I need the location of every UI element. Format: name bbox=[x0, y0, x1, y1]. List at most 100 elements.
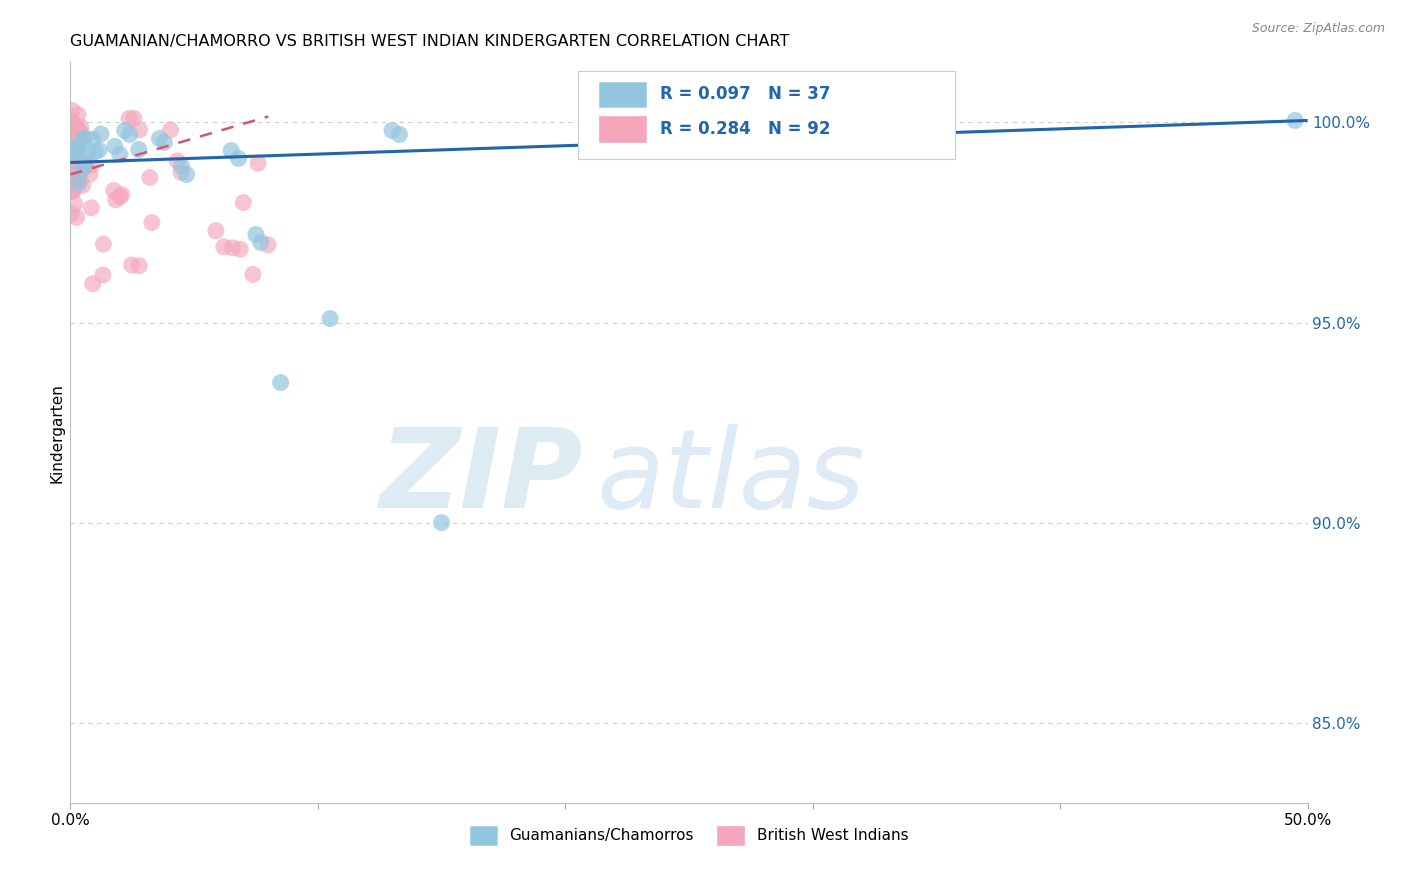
Point bbox=[73, 161, 96, 175]
Point bbox=[65, 171, 87, 186]
Point bbox=[75, 156, 97, 170]
Point bbox=[63, 150, 86, 164]
Point bbox=[79, 167, 101, 181]
Point bbox=[242, 268, 264, 282]
Point bbox=[104, 139, 127, 153]
FancyBboxPatch shape bbox=[599, 117, 645, 142]
Text: atlas: atlas bbox=[596, 424, 865, 531]
Point bbox=[141, 216, 163, 230]
Point bbox=[63, 164, 86, 178]
Point bbox=[62, 132, 84, 146]
Point bbox=[67, 123, 90, 137]
Point bbox=[65, 170, 87, 185]
Point bbox=[65, 120, 87, 135]
Point bbox=[60, 184, 83, 198]
Point bbox=[69, 171, 91, 186]
Point bbox=[205, 224, 228, 238]
Text: R = 0.097   N = 37: R = 0.097 N = 37 bbox=[661, 86, 831, 103]
Point bbox=[148, 131, 170, 145]
Point bbox=[65, 134, 87, 148]
Point bbox=[82, 277, 104, 291]
Point bbox=[62, 148, 84, 162]
Point bbox=[62, 133, 84, 147]
Text: R = 0.284   N = 92: R = 0.284 N = 92 bbox=[661, 120, 831, 138]
Point bbox=[60, 103, 83, 118]
Point bbox=[270, 376, 292, 390]
Point bbox=[63, 147, 86, 161]
Point bbox=[72, 133, 94, 147]
Point bbox=[62, 177, 84, 191]
Point bbox=[108, 147, 131, 161]
Point bbox=[66, 122, 89, 136]
Point bbox=[60, 161, 83, 176]
Point bbox=[65, 162, 87, 177]
Point bbox=[250, 235, 273, 250]
Point bbox=[60, 120, 83, 135]
Point bbox=[62, 136, 84, 150]
Point bbox=[247, 156, 270, 170]
Point bbox=[65, 163, 87, 178]
Point bbox=[60, 153, 83, 168]
Point bbox=[118, 112, 141, 126]
Point bbox=[62, 157, 84, 171]
Point bbox=[93, 237, 115, 252]
Point bbox=[73, 159, 96, 173]
Point bbox=[75, 148, 97, 162]
Point bbox=[91, 268, 114, 282]
Point bbox=[66, 148, 89, 162]
Point bbox=[170, 165, 193, 179]
Point bbox=[62, 167, 84, 181]
Point bbox=[67, 176, 90, 190]
Point bbox=[63, 169, 86, 184]
Point bbox=[60, 175, 83, 189]
Point bbox=[62, 160, 84, 174]
Legend: Guamanians/Chamorros, British West Indians: Guamanians/Chamorros, British West India… bbox=[464, 820, 914, 851]
Text: Source: ZipAtlas.com: Source: ZipAtlas.com bbox=[1251, 22, 1385, 36]
Point bbox=[70, 120, 93, 134]
Point bbox=[67, 143, 90, 157]
Point bbox=[63, 153, 86, 168]
Point bbox=[153, 136, 176, 150]
Point bbox=[228, 152, 250, 166]
Point bbox=[159, 123, 181, 137]
Point bbox=[62, 165, 84, 179]
Point bbox=[221, 241, 243, 255]
Point bbox=[104, 193, 127, 207]
Point bbox=[62, 153, 84, 167]
Point bbox=[166, 153, 188, 168]
Point bbox=[63, 142, 86, 156]
Point bbox=[72, 178, 94, 193]
Point bbox=[60, 112, 83, 127]
Point bbox=[176, 168, 198, 182]
Point bbox=[60, 135, 83, 149]
Point bbox=[170, 160, 193, 174]
Point bbox=[63, 159, 86, 173]
Point bbox=[62, 157, 84, 171]
Point bbox=[62, 128, 84, 143]
Point bbox=[388, 128, 411, 142]
Point bbox=[66, 130, 89, 145]
Point bbox=[232, 195, 254, 210]
Point bbox=[257, 237, 280, 252]
Point bbox=[60, 161, 83, 176]
Point bbox=[381, 123, 404, 137]
Point bbox=[319, 311, 342, 326]
FancyBboxPatch shape bbox=[578, 71, 955, 159]
Point bbox=[66, 107, 89, 121]
Point bbox=[128, 143, 150, 157]
Point bbox=[70, 163, 93, 178]
Y-axis label: Kindergarten: Kindergarten bbox=[49, 383, 65, 483]
Point bbox=[63, 145, 86, 160]
Point bbox=[65, 211, 87, 225]
Point bbox=[219, 144, 242, 158]
Point bbox=[245, 227, 267, 242]
Point bbox=[63, 144, 86, 158]
Point bbox=[60, 143, 83, 157]
Point bbox=[430, 516, 453, 530]
Point bbox=[108, 190, 131, 204]
Point bbox=[80, 158, 103, 172]
Point bbox=[73, 131, 96, 145]
Point bbox=[72, 128, 94, 142]
Point bbox=[66, 139, 89, 153]
Point bbox=[60, 125, 83, 139]
